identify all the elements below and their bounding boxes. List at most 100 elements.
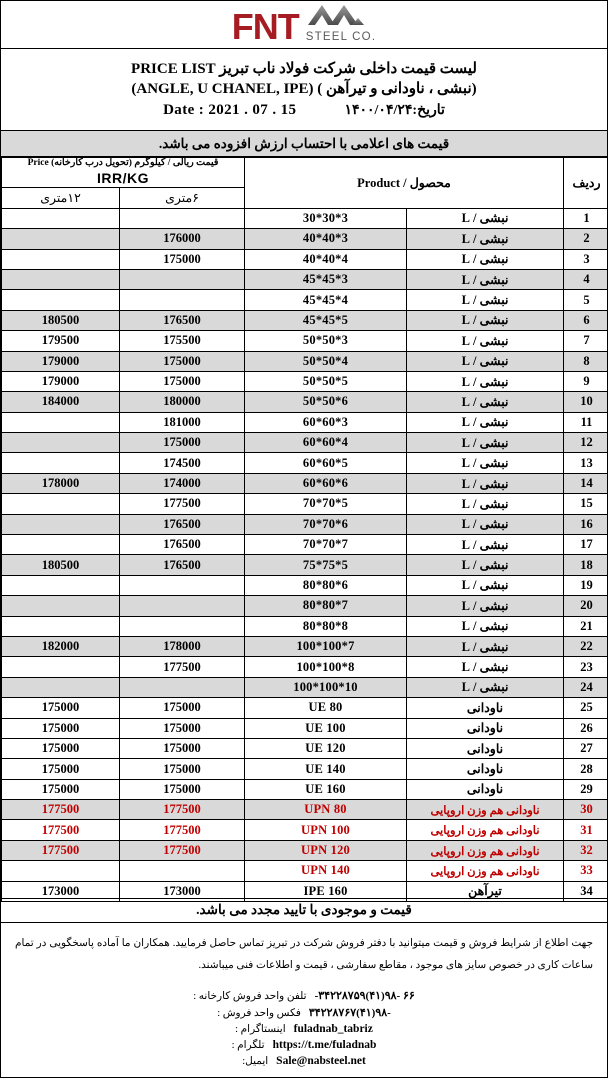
- cell-product: نبشی / L: [405, 207, 565, 230]
- logo-right-group: STEEL CO.: [306, 4, 376, 44]
- contact-value[interactable]: Sale@nabsteel.net: [276, 1055, 366, 1067]
- price-table: قیمت ریالی / کیلوگرم (تحویل درب کارخانه)…: [1, 156, 608, 903]
- date-value-fa: ۱۴۰۰/۰۴/۲۴: [344, 103, 413, 119]
- cell-size: UE 160: [244, 778, 407, 801]
- cell-p12: [1, 289, 120, 311]
- title-en-2: (ANGLE, U CHANEL, IPE): [131, 81, 314, 97]
- cell-size: 75*75*5: [244, 554, 407, 576]
- cell-p12: [1, 595, 120, 617]
- cell-no: 32: [563, 839, 607, 862]
- contact-row: https://t.me/fuladnab تلگرام :: [15, 1039, 593, 1051]
- cell-size: 30*30*3: [244, 207, 407, 230]
- cell-size: UE 80: [244, 697, 407, 719]
- cell-no: 3: [563, 248, 607, 270]
- cell-p6: 175000: [119, 758, 245, 780]
- cell-size: UE 100: [244, 717, 407, 739]
- table-row: 177500 177500 UPN 100 ناودانی هم وزن اروپای…: [1, 819, 607, 841]
- cell-p6: [119, 860, 245, 882]
- cell-p12: [1, 615, 120, 637]
- cell-size: UPN 80: [244, 799, 407, 821]
- cell-p12: 177500: [1, 839, 120, 862]
- title-fa-2: (نبشی ، ناودانی و تیرآهن ): [317, 81, 477, 97]
- cell-size: 40*40*4: [244, 248, 407, 270]
- cell-no: 22: [563, 635, 607, 658]
- date-label-fa: تاریخ:: [412, 103, 445, 119]
- cell-product: نبشی / L: [405, 228, 565, 250]
- cell-product: نبشی / L: [405, 493, 565, 515]
- price-table-wrapper: قیمت ریالی / کیلوگرم (تحویل درب کارخانه)…: [1, 156, 607, 903]
- cell-p12: 175000: [1, 737, 120, 760]
- cell-product: نبشی / L: [405, 432, 565, 454]
- header-row-sub: ۱۲متری ۶متری: [1, 187, 608, 209]
- cell-size: 100*100*10: [244, 676, 407, 699]
- table-row: 182000 178000 100*100*7 نبشی / L 22: [1, 635, 607, 658]
- table-row: 175000 175000 UE 160 ناودانی 29: [1, 778, 607, 801]
- cell-size: 70*70*6: [244, 513, 407, 536]
- cell-p6: 176000: [119, 228, 245, 250]
- header-col-6m: ۶متری: [119, 187, 245, 209]
- logo-band: FNT STEEL CO.: [1, 1, 607, 49]
- cell-p6: 180000: [119, 391, 245, 413]
- cell-no: 27: [563, 737, 607, 760]
- contact-value[interactable]: fuladnab_tabriz: [293, 1023, 373, 1035]
- cell-p12: 180500: [1, 554, 120, 576]
- title-line-1: لیست قیمت داخلی شرکت فولاد ناب تبریز PRI…: [131, 59, 477, 79]
- contact-value[interactable]: https://t.me/fuladnab: [272, 1039, 377, 1051]
- cell-p12: 177500: [1, 799, 120, 821]
- cell-p12: 179000: [1, 370, 120, 393]
- table-row: 100*100*10 نبشی / L 24: [1, 676, 607, 699]
- price-table-head: قیمت ریالی / کیلوگرم (تحویل درب کارخانه)…: [1, 156, 608, 209]
- cell-p6: 173000: [119, 880, 245, 903]
- cell-no: 16: [563, 513, 607, 536]
- cell-p12: 175000: [1, 717, 120, 739]
- date-label-en: Date :: [163, 102, 205, 119]
- table-row: 80*80*6 نبشی / L 19: [1, 574, 607, 597]
- header-col-12m: ۱۲متری: [1, 187, 120, 209]
- cell-no: 6: [563, 309, 607, 332]
- contact-value: -۹۸(۴۱)۳۴۲۲۸۷۶۷: [308, 1007, 391, 1019]
- cell-p6: 176500: [119, 309, 245, 332]
- cell-p12: [1, 574, 120, 597]
- cell-p6: 177500: [119, 819, 245, 841]
- cell-p6: 175500: [119, 330, 245, 352]
- date-value-en: 2021 . 07 . 15: [208, 102, 297, 119]
- cell-no: 33: [563, 860, 607, 882]
- date-fa-group: تاریخ:۱۴۰۰/۰۴/۲۴: [344, 102, 444, 119]
- cell-size: 80*80*7: [244, 595, 407, 617]
- header-price-group-en: IRR/KG: [97, 169, 149, 186]
- table-row: 174500 60*60*5 نبشی / L 13: [1, 452, 607, 474]
- cell-no: 19: [563, 574, 607, 597]
- table-row: 176500 70*70*6 نبشی / L 16: [1, 513, 607, 536]
- cell-size: 45*45*4: [244, 289, 407, 311]
- cell-product: ناودانی: [405, 778, 565, 801]
- contact-row: ۶۶ -۹۸(۴۱)۳۴۲۲۸۷۵۹- تلفن واحد فروش کارخان…: [15, 989, 593, 1002]
- cell-no: 31: [563, 819, 607, 841]
- cell-product: نبشی / L: [405, 656, 565, 678]
- cell-p12: [1, 493, 120, 515]
- cell-p6: 175000: [119, 432, 245, 454]
- cell-p6: 177500: [119, 839, 245, 862]
- cell-size: 100*100*7: [244, 635, 407, 658]
- cell-p12: [1, 860, 120, 882]
- table-row: 80*80*8 نبشی / L 21: [1, 615, 607, 637]
- header-row-number: ردیف: [563, 157, 607, 209]
- cell-no: 23: [563, 656, 607, 678]
- contact-list: ۶۶ -۹۸(۴۱)۳۴۲۲۸۷۵۹- تلفن واحد فروش کارخان…: [15, 989, 593, 1067]
- cell-product: نبشی / L: [405, 370, 565, 393]
- cell-p12: [1, 676, 120, 699]
- cell-p6: 176500: [119, 554, 245, 576]
- cell-p6: 175000: [119, 778, 245, 801]
- cell-product: ناودانی: [405, 737, 565, 760]
- cell-no: 14: [563, 472, 607, 495]
- table-row: 184000 180000 50*50*6 نبشی / L 10: [1, 391, 607, 413]
- contact-label: فکس واحد فروش :: [217, 1007, 301, 1019]
- cell-p6: [119, 268, 245, 291]
- cell-no: 7: [563, 330, 607, 352]
